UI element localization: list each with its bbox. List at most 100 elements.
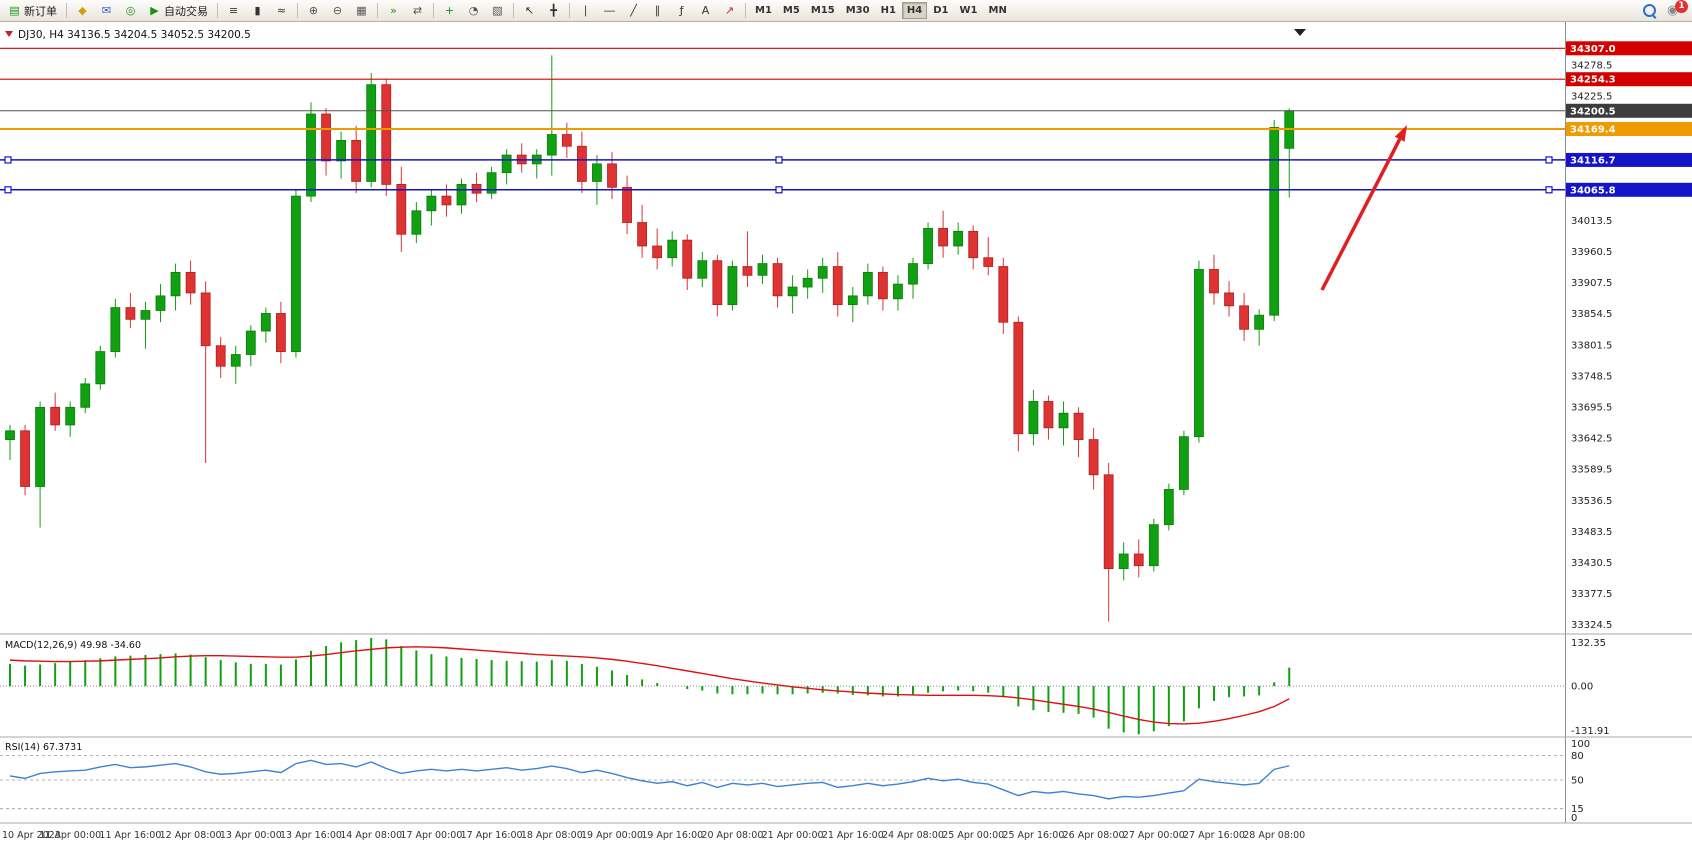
hline-34065.8[interactable] (0, 186, 1565, 194)
svg-text:33907.5: 33907.5 (1571, 278, 1612, 289)
line-chart-button[interactable]: ≈ (270, 2, 293, 20)
timeframe-m30-button[interactable]: M30 (841, 2, 875, 19)
line-chart-icon: ≈ (276, 3, 287, 17)
horizontal-line-button[interactable]: ― (598, 2, 621, 20)
svg-text:-131.91: -131.91 (1571, 726, 1610, 737)
svg-text:0.00: 0.00 (1571, 682, 1593, 693)
auto-scroll-button[interactable]: » (382, 2, 405, 20)
svg-text:33377.5: 33377.5 (1571, 589, 1612, 600)
new-order-label: 新订单 (24, 4, 57, 18)
text-tool-button[interactable]: A (694, 2, 717, 20)
svg-text:33324.5: 33324.5 (1571, 620, 1612, 631)
svg-text:33642.5: 33642.5 (1571, 434, 1612, 445)
candlestick-button[interactable]: ▮ (246, 2, 269, 20)
search-button[interactable] (1638, 2, 1661, 20)
svg-text:27 Apr 00:00: 27 Apr 00:00 (1123, 830, 1185, 841)
timeframe-h1-button[interactable]: H1 (876, 2, 901, 19)
vertical-line-button[interactable]: ∣ (574, 2, 597, 20)
zoom-out-button[interactable]: ⊖ (326, 2, 349, 20)
timeframe-d1-button[interactable]: D1 (928, 2, 953, 19)
svg-text:34278.5: 34278.5 (1571, 61, 1612, 72)
candlestick-chart[interactable]: DJ30, H4 34136.5 34204.5 34052.5 34200.5… (0, 22, 1692, 851)
auto-trading-button[interactable]: ▶ 自动交易 (143, 2, 213, 20)
svg-text:21 Apr 00:00: 21 Apr 00:00 (762, 830, 824, 841)
vertical-line-icon: ∣ (582, 3, 589, 17)
toolbar-separator (217, 3, 218, 18)
periods-button[interactable]: ◔ (462, 2, 485, 20)
price-badge-34307.0: 34307.0 (1566, 41, 1692, 56)
candlestick-icon: ▮ (254, 3, 261, 17)
crosshair-icon: ╋ (550, 3, 557, 17)
svg-text:34254.3: 34254.3 (1570, 75, 1616, 86)
hline-34116.7[interactable] (0, 156, 1565, 164)
toolbar-separator (377, 3, 378, 18)
svg-text:17 Apr 00:00: 17 Apr 00:00 (400, 830, 462, 841)
signals-button[interactable]: ◎ (119, 2, 142, 20)
svg-text:13 Apr 00:00: 13 Apr 00:00 (220, 830, 282, 841)
community-icon: ✉ (101, 3, 112, 17)
community-button[interactable]: ✉ (95, 2, 118, 20)
zoom-in-button[interactable]: ⊕ (302, 2, 325, 20)
toolbar-separator (745, 3, 746, 18)
svg-text:33695.5: 33695.5 (1571, 403, 1612, 414)
market-button[interactable]: ◆ (71, 2, 94, 20)
svg-text:33748.5: 33748.5 (1571, 371, 1612, 382)
rsi-label: RSI(14) 67.3731 (5, 742, 82, 753)
timeframe-m15-button[interactable]: M15 (806, 2, 840, 19)
svg-text:21 Apr 16:00: 21 Apr 16:00 (822, 830, 884, 841)
bar-chart-button[interactable]: ≡ (222, 2, 245, 20)
chart-shift-button[interactable]: ⇄ (406, 2, 429, 20)
svg-text:34307.0: 34307.0 (1570, 44, 1616, 55)
toolbar-separator (66, 3, 67, 18)
svg-text:0: 0 (1571, 813, 1577, 824)
svg-text:15: 15 (1571, 804, 1584, 815)
svg-text:19 Apr 00:00: 19 Apr 00:00 (581, 830, 643, 841)
cursor-button[interactable]: ↖ (518, 2, 541, 20)
tile-windows-icon: ▦ (356, 3, 367, 17)
svg-text:80: 80 (1571, 751, 1584, 762)
svg-text:34013.5: 34013.5 (1571, 216, 1612, 227)
notifications-button[interactable]: ◉ 1 (1667, 0, 1688, 20)
chart-window: DJ30, H4 34136.5 34204.5 34052.5 34200.5… (0, 22, 1692, 855)
svg-text:33483.5: 33483.5 (1571, 527, 1612, 538)
svg-text:20 Apr 08:00: 20 Apr 08:00 (701, 830, 763, 841)
chart-background (0, 22, 1692, 851)
channel-button[interactable]: ∥ (646, 2, 669, 20)
chart-shift-marker[interactable] (1294, 29, 1306, 36)
price-badge-34065.8: 34065.8 (1566, 182, 1692, 197)
svg-text:100: 100 (1571, 739, 1590, 750)
indicators-button[interactable]: + (438, 2, 461, 20)
trendline-icon: ╱ (630, 3, 637, 17)
tile-windows-button[interactable]: ▦ (350, 2, 373, 20)
auto-trading-label: 自动交易 (164, 4, 208, 18)
chart-shift-icon: ⇄ (412, 3, 423, 17)
price-badge-34169.4: 34169.4 (1566, 122, 1692, 137)
timeframe-h4-button[interactable]: H4 (901, 2, 928, 19)
timeframe-m5-button[interactable]: M5 (778, 2, 805, 19)
svg-text:34065.8: 34065.8 (1570, 185, 1616, 196)
channel-icon: ∥ (654, 3, 661, 17)
svg-text:10 Apr 2023: 10 Apr 2023 (2, 830, 61, 841)
macd-label: MACD(12,26,9) 49.98 -34.60 (5, 640, 141, 651)
trend-arrow-annotation[interactable] (1320, 125, 1407, 291)
templates-icon: ▧ (492, 3, 503, 17)
svg-text:14 Apr 08:00: 14 Apr 08:00 (340, 830, 402, 841)
price-badge-34200.5: 34200.5 (1566, 103, 1692, 118)
timeframe-m1-button[interactable]: M1 (750, 2, 777, 19)
fibonacci-button[interactable]: ƒ (670, 2, 693, 20)
crosshair-button[interactable]: ╋ (542, 2, 565, 20)
auto-scroll-icon: » (390, 3, 397, 17)
new-order-button[interactable]: ▤ 新订单 (3, 2, 62, 20)
svg-text:17 Apr 16:00: 17 Apr 16:00 (461, 830, 523, 841)
svg-text:25 Apr 00:00: 25 Apr 00:00 (942, 830, 1004, 841)
svg-text:26 Apr 08:00: 26 Apr 08:00 (1063, 830, 1125, 841)
timeframe-mn-button[interactable]: MN (984, 2, 1012, 19)
svg-text:33801.5: 33801.5 (1571, 340, 1612, 351)
trendline-button[interactable]: ╱ (622, 2, 645, 20)
templates-button[interactable]: ▧ (486, 2, 509, 20)
arrows-tool-button[interactable]: ↗ (718, 2, 741, 20)
timeframe-w1-button[interactable]: W1 (955, 2, 983, 19)
notification-count-badge: 1 (1675, 0, 1688, 13)
fibonacci-icon: ƒ (679, 3, 684, 17)
toolbar-separator (513, 3, 514, 18)
